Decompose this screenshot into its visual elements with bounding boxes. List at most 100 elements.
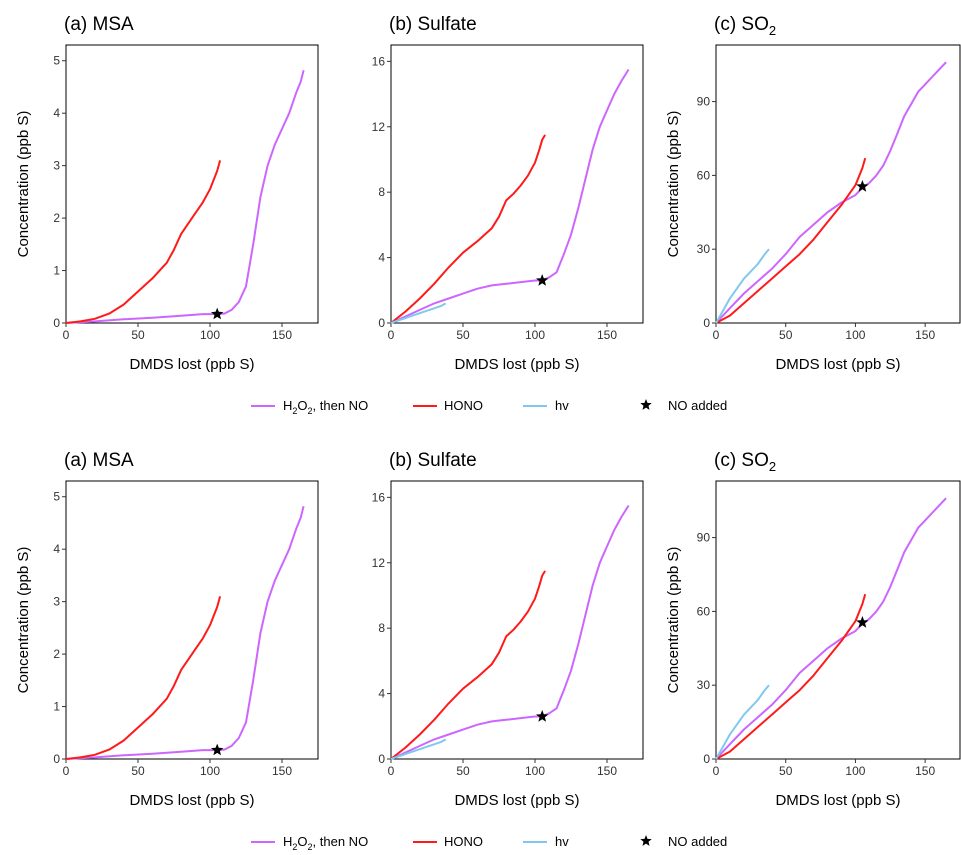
- x-tick-label: 0: [63, 764, 70, 778]
- series-line-h2o2_then_no: [715, 497, 947, 760]
- plot-frame: [715, 44, 961, 324]
- panel-title-main: (c) SO: [714, 14, 769, 35]
- y-tick-label: 8: [378, 621, 385, 635]
- x-tick-label: 100: [525, 764, 545, 778]
- legend-label-hv: hv: [555, 398, 569, 413]
- no-added-marker: [211, 743, 224, 756]
- y-tick-label: 90: [697, 531, 711, 545]
- legend-label-part: , then NO: [313, 398, 369, 413]
- plot-frame: [715, 480, 961, 760]
- legend: H2O2, then NO HONO hv NO added: [251, 834, 727, 852]
- y-tick-label: 60: [697, 168, 711, 182]
- series-line-h2o2_then_no: [65, 505, 305, 760]
- x-tick-label: 50: [131, 328, 145, 342]
- legend-label-no-added: NO added: [668, 834, 727, 849]
- panel-title-subscript: 2: [769, 23, 776, 38]
- no-added-marker: [856, 616, 869, 628]
- y-axis-title: Concentration (ppb S): [15, 547, 32, 694]
- x-tick-label: 100: [200, 764, 220, 778]
- x-tick-label: 100: [845, 764, 865, 778]
- y-tick-label: 90: [697, 95, 711, 109]
- y-tick-label: 4: [53, 542, 60, 556]
- series-line-h2o2_then_no: [65, 69, 305, 324]
- legend-label-no-added: NO added: [668, 398, 727, 413]
- no-added-marker: [536, 710, 549, 722]
- x-axis-title: DMDS lost (ppb S): [454, 792, 579, 809]
- x-tick-label: 0: [713, 764, 720, 778]
- y-tick-label: 5: [53, 54, 60, 68]
- legend: H2O2, then NO HONO hv NO added: [251, 398, 727, 416]
- series-line-hv: [715, 248, 770, 324]
- series-line-hono: [65, 160, 222, 324]
- x-tick-label: 0: [63, 328, 70, 342]
- y-tick-label: 8: [378, 185, 385, 199]
- y-tick-label: 30: [697, 678, 711, 692]
- y-tick-label: 4: [53, 106, 60, 120]
- no-added-marker: [856, 180, 869, 192]
- y-tick-label: 0: [378, 752, 385, 766]
- y-tick-label: 2: [53, 211, 60, 225]
- legend-label-part: 2: [292, 406, 297, 416]
- y-tick-label: 0: [53, 752, 60, 766]
- legend-label-h2o2: H2O2, then NO: [283, 398, 368, 416]
- plot-frame: [65, 480, 319, 760]
- panel-title: (c) SO2: [714, 450, 776, 474]
- x-tick-label: 150: [597, 328, 617, 342]
- y-tick-label: 12: [372, 120, 386, 134]
- y-tick-label: 12: [372, 556, 386, 570]
- chart-panel-1: (a) MSA 0 50 100 150 0 1 2 3 4 5 DMDS lost (ppb S) C…: [15, 450, 319, 809]
- y-tick-label: 16: [372, 490, 386, 504]
- no-added-marker: [536, 274, 549, 286]
- plot-frame: [390, 480, 644, 760]
- plot-frame: [390, 44, 644, 324]
- x-tick-label: 100: [845, 328, 865, 342]
- panel-title: (c) SO2: [714, 14, 776, 38]
- legend-label-part: H: [283, 398, 292, 413]
- legend-label-part: O: [297, 398, 307, 413]
- x-tick-label: 150: [272, 328, 292, 342]
- y-tick-label: 5: [53, 490, 60, 504]
- chart-panel-2: (b) Sulfate 0 50 100 150 0 4 8 12 16 DMDS lost (pp…: [372, 14, 644, 373]
- legend-label-part: O: [297, 834, 307, 849]
- legend-label-hono: HONO: [444, 834, 483, 849]
- x-tick-label: 100: [525, 328, 545, 342]
- y-tick-label: 1: [53, 700, 60, 714]
- chart-panel-2: (b) Sulfate 0 50 100 150 0 4 8 12 16 DMDS lost (pp…: [372, 450, 644, 809]
- legend-label-hv: hv: [555, 834, 569, 849]
- legend-star-icon: [640, 399, 652, 410]
- x-tick-label: 0: [388, 764, 395, 778]
- plot-frame: [65, 44, 319, 324]
- y-tick-label: 0: [53, 316, 60, 330]
- y-axis-title: Concentration (ppb S): [15, 111, 32, 258]
- x-tick-label: 0: [713, 328, 720, 342]
- x-tick-label: 150: [915, 764, 935, 778]
- x-tick-label: 50: [131, 764, 145, 778]
- x-tick-label: 150: [915, 328, 935, 342]
- chart-panel-3: (c) SO2 0 50 100 150 0 30 60 90 DMDS lost (ppb S)…: [665, 450, 961, 809]
- panel-title: (a) MSA: [64, 14, 134, 35]
- y-tick-label: 60: [697, 604, 711, 618]
- x-tick-label: 50: [456, 764, 470, 778]
- legend-label-part: 2: [292, 842, 297, 852]
- y-tick-label: 30: [697, 242, 711, 256]
- series-line-hv: [390, 302, 447, 324]
- panel-title: (b) Sulfate: [389, 450, 477, 471]
- chart-panel-3: (c) SO2 0 50 100 150 0 30 60 90 DMDS lost (ppb S)…: [665, 14, 961, 373]
- legend-label-part: , then NO: [313, 834, 369, 849]
- legend-label-part: 2: [308, 842, 313, 852]
- x-axis-title: DMDS lost (ppb S): [454, 356, 579, 373]
- series-line-hono: [390, 570, 546, 760]
- y-axis-title: Concentration (ppb S): [665, 111, 682, 258]
- y-tick-label: 4: [378, 251, 385, 265]
- x-tick-label: 150: [272, 764, 292, 778]
- series-line-hono: [715, 157, 867, 324]
- legend-label-hono: HONO: [444, 398, 483, 413]
- x-tick-label: 50: [779, 764, 793, 778]
- legend-label-part: H: [283, 834, 292, 849]
- x-axis-title: DMDS lost (ppb S): [775, 792, 900, 809]
- y-tick-label: 16: [372, 54, 386, 68]
- x-tick-label: 50: [456, 328, 470, 342]
